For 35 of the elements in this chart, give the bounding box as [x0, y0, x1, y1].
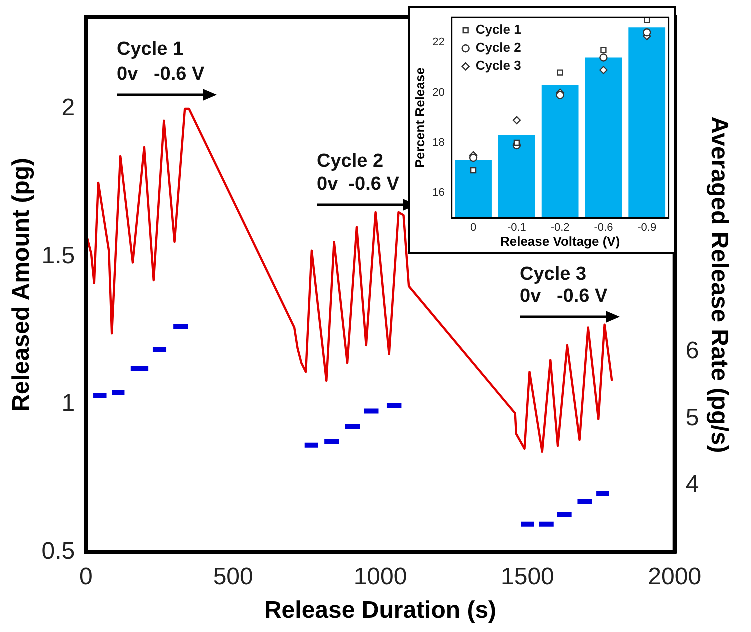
x-tick-label: 0	[79, 563, 93, 590]
annotation: 0v -0.6 V	[117, 64, 205, 86]
y-axis-title: Released Amount (pg)	[8, 158, 36, 412]
x-tick-label: -0.9	[638, 222, 657, 234]
annotation: Cycle 1	[117, 39, 184, 60]
y-tick-label: 1.5	[42, 242, 76, 270]
annotation: Cycle 3	[520, 264, 587, 286]
x-tick-label: 1000	[354, 563, 408, 590]
legend-label: Cycle 1	[476, 22, 522, 38]
x-tick-label: 0	[470, 222, 477, 234]
x-tick-label: 2000	[648, 563, 702, 590]
x-tick-label: -0.2	[550, 222, 570, 234]
y-axis-title: Percent Release	[412, 68, 428, 168]
y2-axis-title: Averaged Release Rate (pg/s)	[706, 116, 733, 454]
x-tick-label: 500	[213, 563, 254, 590]
x-axis-title: Release Duration (s)	[264, 597, 497, 624]
y2-tick-label: 5	[686, 404, 700, 432]
x-tick-label: -0.6	[594, 222, 614, 234]
y2-tick-label: 4	[686, 471, 700, 498]
legend-label: Cycle 3	[476, 58, 522, 74]
y-tick-label: 16	[432, 187, 445, 200]
y-tick-label: 0.5	[42, 538, 76, 566]
y-tick-label: 20	[432, 86, 445, 99]
y2-tick-label: 6	[686, 337, 700, 364]
annotation: Cycle 2	[317, 151, 384, 172]
y-tick-label: 1	[62, 390, 76, 418]
y-tick-label: 2	[62, 94, 76, 122]
x-axis-title: Release Voltage (V)	[500, 234, 620, 249]
x-tick-label: -0.1	[507, 222, 526, 234]
legend-label: Cycle 2	[476, 40, 522, 56]
y-tick-label: 22	[432, 36, 445, 49]
annotation: 0v -0.6 V	[520, 286, 608, 308]
y-tick-label: 18	[432, 137, 445, 150]
x-tick-label: 1500	[500, 563, 554, 590]
annotation: 0v -0.6 V	[317, 174, 400, 196]
